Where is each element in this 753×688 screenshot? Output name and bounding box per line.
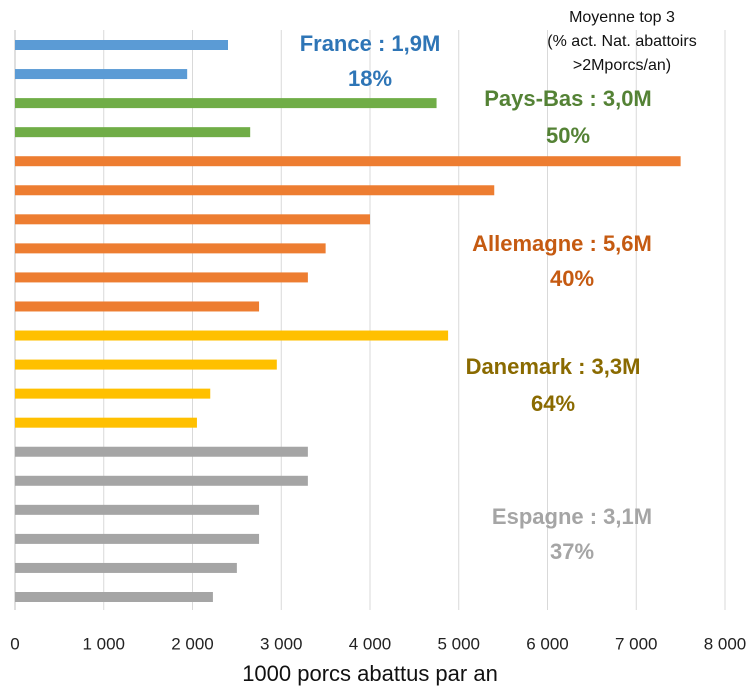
annotation-share: 40% <box>550 266 594 291</box>
bar <box>15 214 370 225</box>
bar <box>15 156 681 167</box>
annotation-label: France : 1,9M <box>300 31 441 56</box>
annotation-label: Espagne : 3,1M <box>492 504 652 529</box>
annotation-share: 37% <box>550 539 594 564</box>
x-tick-label: 3 000 <box>260 634 303 653</box>
x-tick-label: 6 000 <box>526 634 569 653</box>
note: >2Mporcs/an) <box>573 57 671 74</box>
annotation-share: 50% <box>546 123 590 148</box>
bar <box>15 475 308 486</box>
annotation-label: Allemagne : 5,6M <box>472 231 652 256</box>
bar <box>15 446 308 457</box>
note: Moyenne top 3 <box>569 9 675 26</box>
bar <box>15 417 197 428</box>
bar <box>15 359 277 370</box>
bar <box>15 301 260 312</box>
bar <box>15 272 308 283</box>
bar <box>15 330 449 341</box>
bar <box>15 592 213 602</box>
bar <box>15 185 495 196</box>
x-tick-label: 5 000 <box>437 634 480 653</box>
bar <box>15 504 260 515</box>
note: (% act. Nat. abattoirs <box>547 33 696 50</box>
bar <box>15 127 251 138</box>
x-axis-label: 1000 porcs abattus par an <box>242 661 498 686</box>
x-tick-label: 1 000 <box>82 634 125 653</box>
annotation-share: 18% <box>348 66 392 91</box>
x-tick-label: 7 000 <box>615 634 658 653</box>
x-tick-label: 2 000 <box>171 634 214 653</box>
x-tick-label: 0 <box>10 634 19 653</box>
bar <box>15 243 326 254</box>
annotation-share: 64% <box>531 391 575 416</box>
bar <box>15 98 437 109</box>
annotation-label: Danemark : 3,3M <box>466 354 641 379</box>
bar <box>15 40 228 50</box>
bar <box>15 388 211 399</box>
bar <box>15 533 260 544</box>
annotation-label: Pays-Bas : 3,0M <box>484 86 652 111</box>
x-tick-label: 4 000 <box>349 634 392 653</box>
x-tick-label: 8 000 <box>704 634 747 653</box>
bar <box>15 69 188 80</box>
bar <box>15 562 237 573</box>
